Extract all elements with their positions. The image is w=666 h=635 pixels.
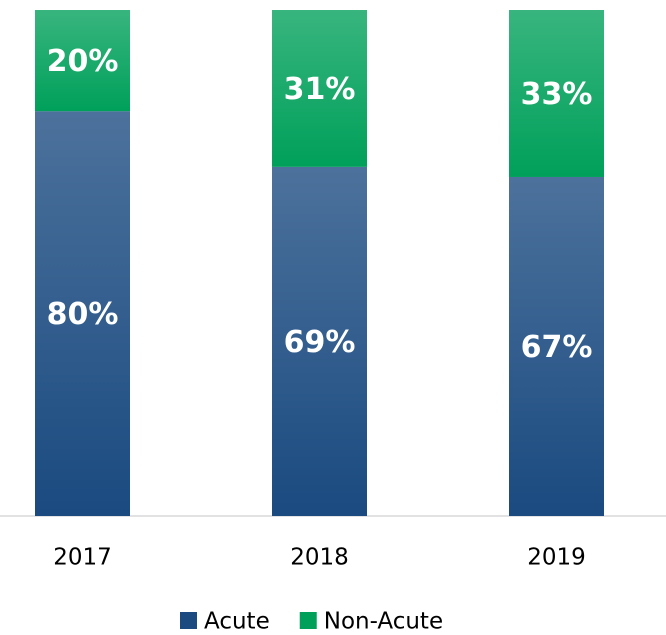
data-label: 80% bbox=[47, 297, 119, 332]
data-label: 31% bbox=[284, 72, 356, 107]
x-tick-label: 2019 bbox=[527, 545, 586, 571]
legend-label: Non-Acute bbox=[324, 609, 443, 635]
bar-sheen bbox=[272, 166, 367, 517]
bar-sheen bbox=[35, 111, 130, 516]
bar-sheen bbox=[509, 10, 604, 177]
data-label: 20% bbox=[47, 44, 119, 79]
bar-sheen bbox=[509, 176, 604, 517]
data-label: 67% bbox=[521, 330, 593, 365]
legend-label: Acute bbox=[204, 609, 270, 635]
x-tick-label: 2017 bbox=[53, 545, 112, 571]
legend-swatch bbox=[180, 612, 197, 629]
bar-sheen bbox=[35, 10, 130, 112]
x-tick-label: 2018 bbox=[290, 545, 349, 571]
data-label: 33% bbox=[521, 77, 593, 112]
bar-sheen bbox=[272, 10, 367, 167]
data-label: 69% bbox=[284, 325, 356, 360]
legend-swatch bbox=[299, 612, 317, 629]
